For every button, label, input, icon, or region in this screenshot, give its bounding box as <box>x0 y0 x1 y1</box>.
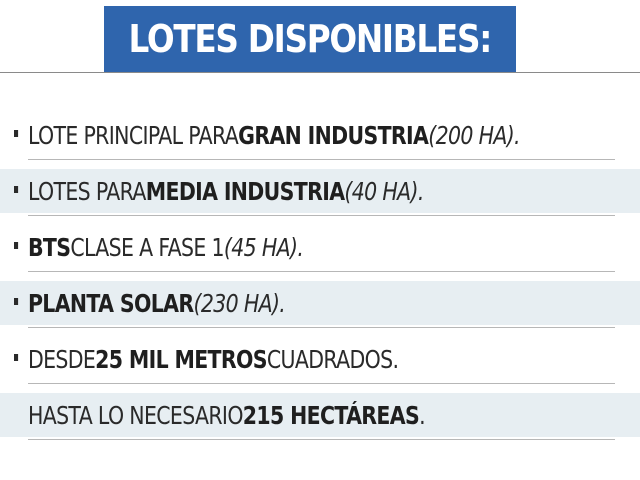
bullet-icon <box>14 129 19 137</box>
page-title: LOTES DISPONIBLES: <box>128 17 493 61</box>
text-segment-normal: LOTE PRINCIPAL PARA <box>27 120 239 150</box>
row-divider-line <box>28 327 615 328</box>
list-item-text: LOTE PRINCIPAL PARA GRAN INDUSTRIA (200 … <box>14 113 521 157</box>
text-segment-bold: BTS <box>27 232 71 262</box>
list-item: DESDE 25 MIL METROS CUADRADOS. <box>0 337 640 381</box>
row-divider-line <box>28 383 615 384</box>
list-item: HASTA LO NECESARIO 215 HECTÁREAS. <box>0 393 640 437</box>
text-segment-italic: (45 HA). <box>223 232 304 262</box>
bullet-icon <box>14 185 19 193</box>
text-segment-bold: GRAN INDUSTRIA <box>238 120 429 150</box>
list-item-text: HASTA LO NECESARIO 215 HECTÁREAS. <box>14 393 426 437</box>
list-item: LOTES PARA MEDIA INDUSTRIA (40 HA). <box>0 169 640 213</box>
title-divider-line <box>0 72 640 73</box>
text-segment-normal: CUADRADOS. <box>266 344 399 374</box>
text-segment-italic: (200 HA). <box>428 120 520 150</box>
title-banner: LOTES DISPONIBLES: <box>104 6 516 72</box>
list-item: BTS CLASE A FASE 1 (45 HA). <box>0 225 640 269</box>
text-segment-bold: 215 HECTÁREAS <box>242 400 420 430</box>
list-item-text: DESDE 25 MIL METROS CUADRADOS. <box>14 337 399 381</box>
row-divider-line <box>28 271 615 272</box>
text-segment-normal: DESDE <box>27 344 96 374</box>
list-item: LOTE PRINCIPAL PARA GRAN INDUSTRIA (200 … <box>0 113 640 157</box>
row-divider-line <box>28 215 615 216</box>
bullet-icon <box>14 297 19 305</box>
text-segment-bold: PLANTA SOLAR <box>27 288 194 318</box>
text-segment-italic: (230 HA). <box>193 288 286 318</box>
row-divider-line <box>28 159 615 160</box>
list-item-text: PLANTA SOLAR (230 HA). <box>14 281 286 325</box>
list-item: PLANTA SOLAR (230 HA). <box>0 281 640 325</box>
bullet-icon <box>14 353 19 361</box>
text-segment-normal: . <box>419 400 426 430</box>
list-item-text: LOTES PARA MEDIA INDUSTRIA (40 HA). <box>14 169 424 213</box>
list-item-text: BTS CLASE A FASE 1 (45 HA). <box>14 225 304 269</box>
bullet-icon <box>14 241 19 249</box>
text-segment-bold: MEDIA INDUSTRIA <box>145 176 345 206</box>
text-segment-normal: LOTES PARA <box>27 176 146 206</box>
text-segment-normal: HASTA LO NECESARIO <box>27 400 244 430</box>
row-divider-line <box>28 439 615 440</box>
text-segment-bold: 25 MIL METROS <box>95 344 267 374</box>
text-segment-italic: (40 HA). <box>344 176 424 206</box>
text-segment-normal: CLASE A FASE 1 <box>70 232 224 262</box>
